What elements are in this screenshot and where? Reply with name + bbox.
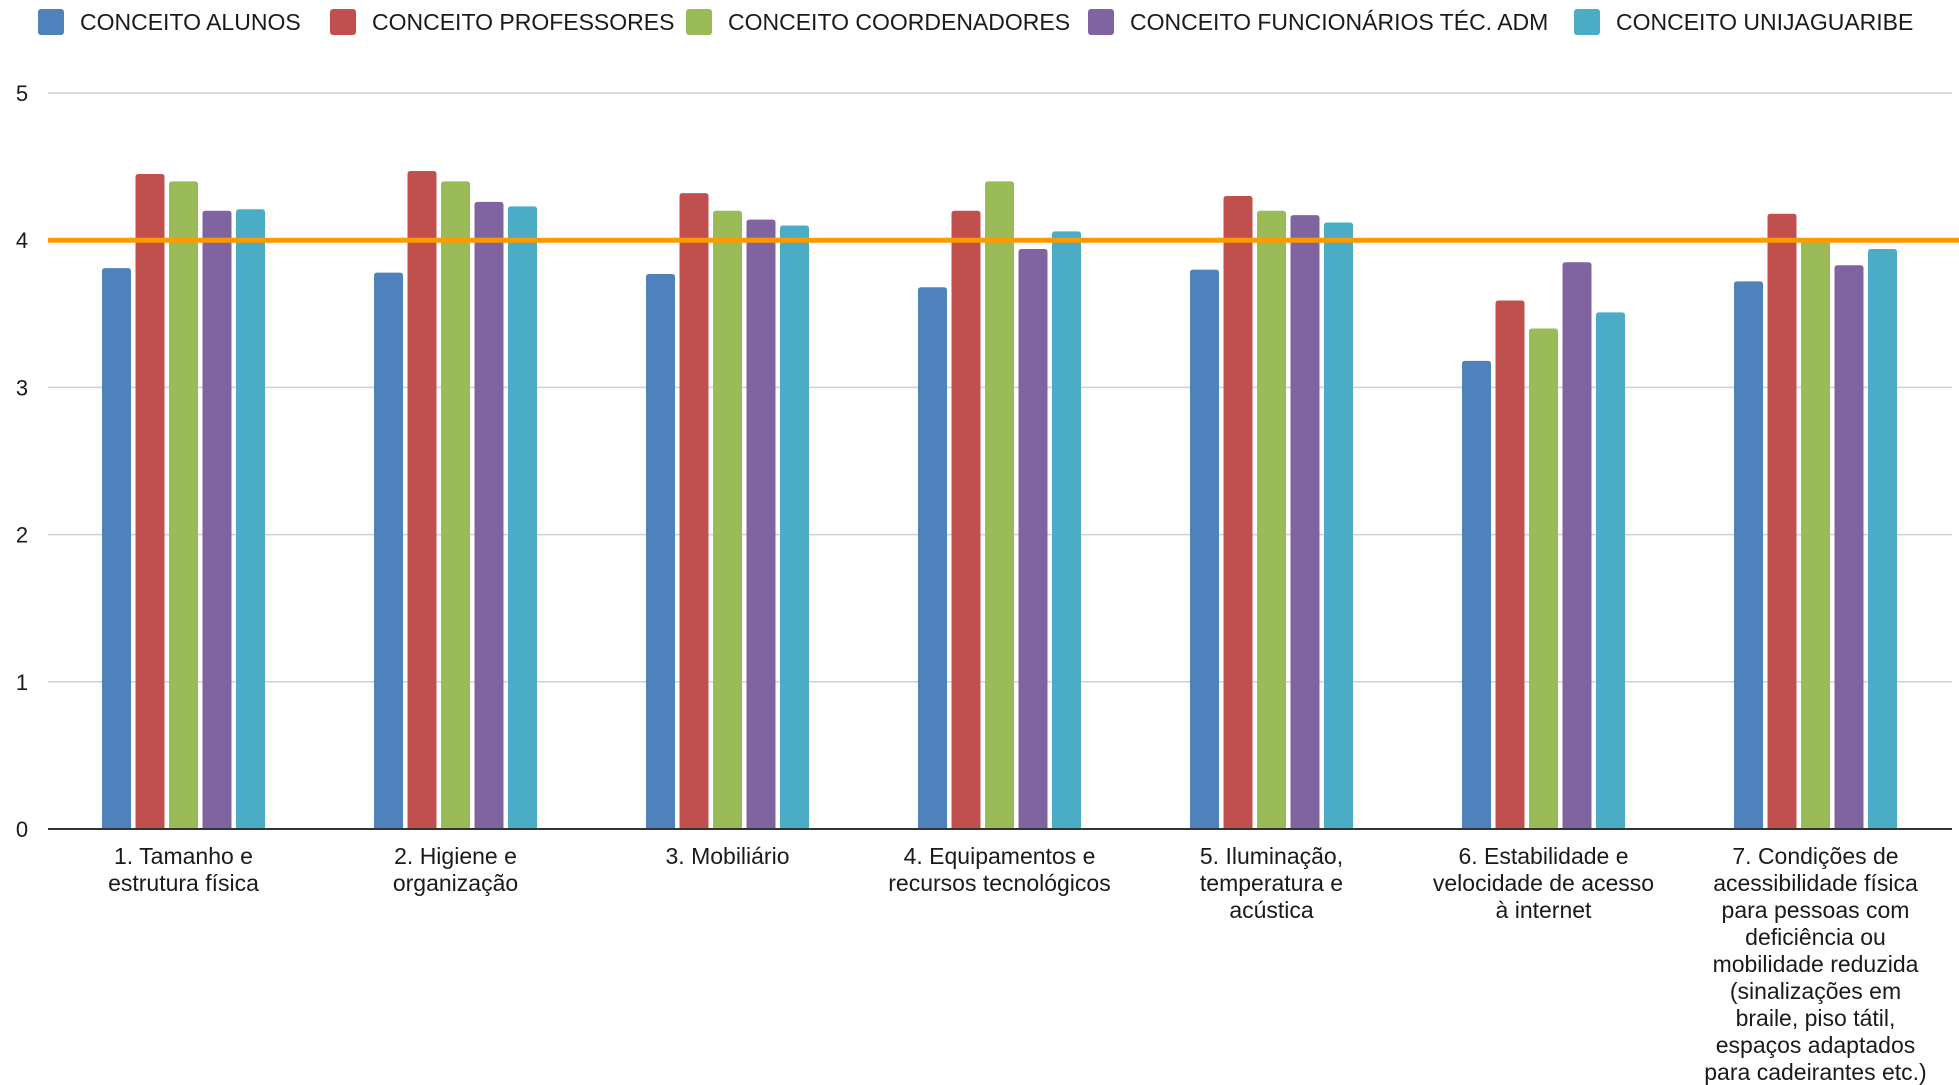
bar xyxy=(169,181,198,829)
legend-swatch-unijaguaribe xyxy=(1574,9,1600,35)
y-tick-label: 5 xyxy=(16,81,28,106)
bar xyxy=(1324,222,1353,829)
legend-swatch-coordenadores xyxy=(686,9,712,35)
bar xyxy=(1052,231,1081,830)
x-tick-label: 6. Estabilidade e xyxy=(1458,843,1628,869)
bar xyxy=(1868,249,1897,830)
x-tick-label: mobilidade reduzida xyxy=(1713,951,1919,977)
bar xyxy=(1734,281,1763,829)
bar xyxy=(780,225,809,830)
legend-item-funcionarios: CONCEITO FUNCIONÁRIOS TÉC. ADM xyxy=(1088,8,1548,36)
x-tick-label: organização xyxy=(393,870,518,896)
bar xyxy=(646,274,675,829)
x-tick-label: (sinalizações em xyxy=(1730,978,1901,1004)
legend-label-unijaguaribe: CONCEITO UNIJAGUARIBE xyxy=(1616,8,1914,35)
y-tick-label: 3 xyxy=(16,375,28,400)
x-tick-label: acústica xyxy=(1229,897,1314,923)
x-tick-label: 2. Higiene e xyxy=(394,843,517,869)
bar xyxy=(1562,262,1592,829)
x-tick-label: 3. Mobiliário xyxy=(666,843,790,869)
legend-label-coordenadores: CONCEITO COORDENADORES xyxy=(728,8,1071,35)
legend-item-coordenadores: CONCEITO COORDENADORES xyxy=(686,8,1070,36)
bar xyxy=(508,206,537,829)
bar xyxy=(1290,215,1320,829)
legend-label-funcionarios: CONCEITO FUNCIONÁRIOS TÉC. ADM xyxy=(1130,8,1549,35)
x-tick-label: 5. Iluminação, xyxy=(1200,843,1343,869)
y-tick-label: 1 xyxy=(16,670,28,695)
legend-swatch-funcionarios xyxy=(1088,9,1114,35)
x-tick-label: 1. Tamanho e xyxy=(114,843,253,869)
bar xyxy=(407,171,437,830)
chart-legend: CONCEITO ALUNOS CONCEITO PROFESSORES CON… xyxy=(0,0,1959,44)
x-tick-label: espaços adaptados xyxy=(1716,1032,1916,1058)
bar xyxy=(1767,213,1797,830)
legend-item-unijaguaribe: CONCEITO UNIJAGUARIBE xyxy=(1574,8,1913,36)
bars xyxy=(102,171,1897,830)
bar xyxy=(713,210,742,829)
bar xyxy=(1801,240,1830,829)
bar xyxy=(985,181,1014,829)
bar xyxy=(918,287,947,830)
x-tick-label: 4. Equipamentos e xyxy=(904,843,1096,869)
bar xyxy=(1257,210,1286,829)
bar xyxy=(679,193,709,829)
legend-item-professores: CONCEITO PROFESSORES xyxy=(330,8,674,36)
bar xyxy=(1834,265,1864,829)
legend-swatch-alunos xyxy=(38,9,64,35)
bar xyxy=(951,210,981,829)
bar xyxy=(1223,196,1253,830)
bar xyxy=(102,268,131,830)
y-tick-label: 4 xyxy=(16,228,28,253)
bar xyxy=(135,173,165,829)
bar xyxy=(1495,300,1525,829)
x-tick-label: estrutura física xyxy=(108,870,259,896)
x-tick-label: braile, piso tátil, xyxy=(1736,1005,1896,1031)
bar xyxy=(374,272,403,830)
x-tick-label: para pessoas com xyxy=(1722,897,1910,923)
y-tick-label: 0 xyxy=(16,817,28,842)
x-tick-label: acessibilidade física xyxy=(1713,870,1918,896)
x-tick-label: recursos tecnológicos xyxy=(888,870,1110,896)
legend-item-alunos: CONCEITO ALUNOS xyxy=(38,8,301,36)
legend-label-professores: CONCEITO PROFESSORES xyxy=(372,8,675,35)
bar xyxy=(1529,328,1558,829)
x-tick-label: à internet xyxy=(1496,897,1593,923)
bar xyxy=(474,201,504,830)
bar xyxy=(236,209,265,830)
bar xyxy=(202,210,232,829)
bar xyxy=(1462,360,1491,829)
x-tick-label: para cadeirantes etc.) xyxy=(1704,1059,1926,1085)
bar xyxy=(1596,312,1625,829)
bar xyxy=(1018,249,1048,830)
bar xyxy=(441,181,470,829)
bar xyxy=(746,219,776,830)
x-tick-label: 7. Condições de xyxy=(1732,843,1898,869)
legend-label-alunos: CONCEITO ALUNOS xyxy=(80,8,301,35)
x-tick-label: temperatura e xyxy=(1200,870,1343,896)
y-tick-label: 2 xyxy=(16,523,28,548)
legend-swatch-professores xyxy=(330,9,356,35)
x-tick-label: deficiência ou xyxy=(1745,924,1886,950)
bar xyxy=(1190,269,1219,829)
x-tick-label: velocidade de acesso xyxy=(1433,870,1654,896)
